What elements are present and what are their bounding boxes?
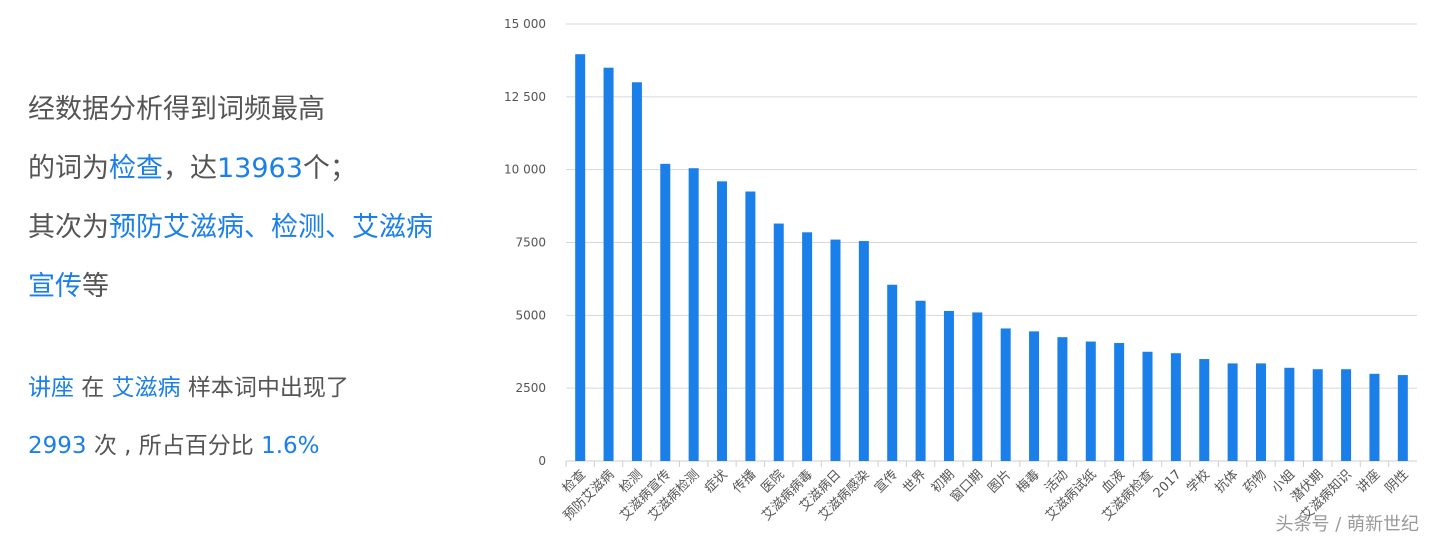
bar [1170,353,1181,461]
bar [1199,359,1210,461]
bar [915,300,926,461]
bar [745,191,756,461]
y-tick-label: 15 000 [504,17,546,31]
x-tick-label: 讲座 [1354,467,1383,496]
summary-line-2-mid: ，达 [163,153,217,184]
bar [1397,375,1408,461]
bar [603,67,614,461]
bar [1114,343,1125,461]
x-tick-label: 2017 [1151,467,1185,501]
bar [1312,369,1323,461]
detail-appear-text: 样本词中出现了 [180,375,349,401]
detail-times-text: 次 , 所占百分比 [86,433,262,459]
bar [688,168,699,461]
detail-line-2: 2993 次 , 所占百分比 1.6% [28,417,478,475]
y-tick-label: 10 000 [504,163,546,177]
detail-sample: 艾滋病 [111,375,181,401]
x-tick-label: 世界 [900,467,929,496]
bar [1227,363,1238,461]
y-tick-label: 5000 [515,308,546,322]
top-count-highlight: 13963 [217,153,303,184]
bar [1255,363,1266,461]
bar [887,284,898,461]
bar [1000,328,1011,461]
summary-line-1: 经数据分析得到词频最高 [28,80,478,139]
detail-in-text: 在 [74,375,112,401]
bar [631,82,642,462]
summary-panel: 经数据分析得到词频最高 的词为检查，达13963个； 其次为预防艾滋病、检测、艾… [28,80,478,475]
summary-line-4: 宣传等 [28,257,478,316]
summary-line-1-text: 经数据分析得到词频最高 [28,94,325,125]
runners-up-highlight: 预防艾滋病、检测、艾滋病 [109,212,433,243]
y-tick-label: 0 [538,454,546,468]
y-tick-label: 12 500 [504,90,546,104]
bar [802,232,813,461]
summary-text: 经数据分析得到词频最高 的词为检查，达13963个； 其次为预防艾滋病、检测、艾… [28,80,478,316]
bar [1341,369,1352,461]
bar [1142,351,1153,461]
bar [660,163,671,461]
x-tick-label: 图片 [986,467,1015,496]
x-tick-label: 学校 [1183,467,1213,497]
bar [1085,341,1096,461]
watermark: 头条号 / 萌新世纪 [1275,514,1419,535]
top-word-highlight: 检查 [109,153,163,184]
detail-percent: 1.6% [261,433,320,459]
bar [943,310,954,461]
summary-line-2: 的词为检查，达13963个； [28,139,478,198]
x-tick-label: 阴性 [1383,467,1412,496]
bar [1284,367,1295,461]
y-tick-label: 7500 [515,236,546,250]
x-tick-label: 抗体 [1212,467,1241,496]
summary-line-3: 其次为预防艾滋病、检测、艾滋病 [28,198,478,257]
summary-line-2-prefix: 的词为 [28,153,109,184]
x-tick-label: 窗口期 [947,467,986,506]
x-tick-label: 宣传 [871,467,901,497]
x-tick-label: 传播 [730,467,759,496]
detail-line-1: 讲座 在 艾滋病 样本词中出现了 [28,359,478,417]
bar [773,223,784,461]
bar [830,239,841,461]
bar [1029,331,1040,461]
bar [1057,337,1068,461]
summary-line-3-prefix: 其次为 [28,212,109,243]
detail-count: 2993 [28,433,87,459]
bar [972,312,983,461]
detail-text: 讲座 在 艾滋病 样本词中出现了 2993 次 , 所占百分比 1.6% [28,359,478,475]
bar [575,54,586,461]
detail-word: 讲座 [28,375,74,401]
summary-line-4-suffix: 等 [82,271,109,302]
bar [717,181,728,461]
x-tick-label: 梅毒 [1014,467,1043,496]
y-tick-label: 2500 [515,381,546,395]
x-tick-label: 症状 [702,467,731,496]
bar [858,241,869,461]
bar [1369,373,1380,461]
x-tick-label: 药物 [1241,467,1270,496]
summary-line-2-suffix: 个； [302,153,357,184]
runners-up-highlight-2: 宣传 [28,271,82,302]
